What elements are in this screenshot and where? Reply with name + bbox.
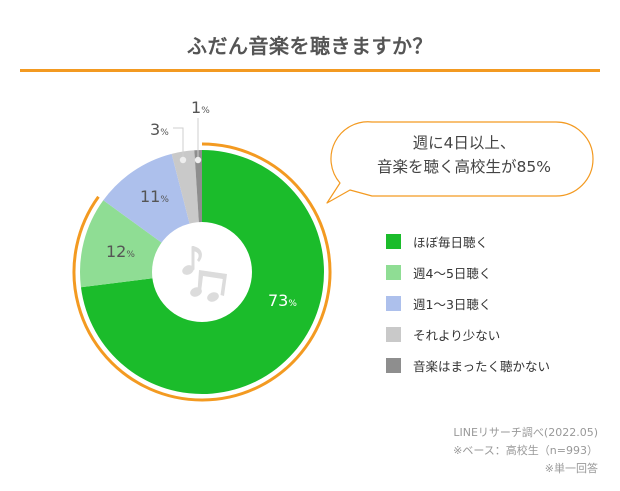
- label-unit: %: [201, 106, 210, 116]
- source-note: LINEリサーチ調べ(2022.05): [453, 426, 598, 439]
- legend-label: 音楽はまったく聴かない: [413, 359, 551, 374]
- title-underline: [20, 69, 600, 72]
- label-value: 3: [150, 120, 161, 139]
- legend: ほぼ毎日聴く 週4〜5日聴く 週1〜3日聴く それより少ない 音楽はまったく聴か…: [386, 226, 550, 381]
- legend-item-4-5-days: 週4〜5日聴く: [386, 257, 550, 288]
- label-value: 11: [140, 187, 161, 206]
- legend-item-daily: ほぼ毎日聴く: [386, 226, 550, 257]
- label-73pct: 73%: [268, 293, 297, 309]
- highlight-arc: [72, 142, 332, 402]
- legend-label: 週1〜3日聴く: [413, 297, 492, 312]
- base-note: ※ベース：高校生（n=993）: [453, 444, 598, 457]
- leader-dot-1pct: [194, 156, 202, 164]
- label-unit: %: [160, 195, 169, 205]
- callout-line-1: 週に4日以上、: [412, 134, 516, 152]
- legend-item-never: 音楽はまったく聴かない: [386, 350, 550, 381]
- legend-label: 週4〜5日聴く: [413, 266, 492, 281]
- legend-swatch: [386, 265, 401, 280]
- legend-swatch: [386, 296, 401, 311]
- label-11pct: 11%: [140, 189, 169, 205]
- legend-label: ほぼ毎日聴く: [413, 235, 489, 250]
- label-unit: %: [126, 250, 135, 260]
- callout-text: 週に4日以上、 音楽を聴く高校生が85%: [335, 131, 593, 179]
- callout-line-2: 音楽を聴く高校生が85%: [377, 158, 551, 176]
- leader-lines: [173, 118, 199, 160]
- label-3pct: 3%: [150, 122, 169, 138]
- legend-swatch: [386, 234, 401, 249]
- label-unit: %: [160, 128, 169, 138]
- legend-swatch: [386, 358, 401, 373]
- label-12pct: 12%: [106, 244, 135, 260]
- leader-dot-3pct: [179, 156, 187, 164]
- label-unit: %: [288, 299, 297, 309]
- legend-label: それより少ない: [413, 328, 501, 343]
- label-value: 1: [191, 98, 202, 117]
- callout-bubble: [326, 121, 594, 204]
- chart-title: ふだん音楽を聴きますか？: [187, 34, 433, 58]
- label-1pct: 1%: [191, 100, 210, 116]
- legend-swatch: [386, 327, 401, 342]
- label-value: 12: [106, 242, 127, 261]
- leader-line-3pct: [173, 127, 184, 160]
- label-value: 73: [268, 291, 289, 310]
- music-notes-icon: [182, 246, 227, 302]
- legend-item-1-3-days: 週1〜3日聴く: [386, 288, 550, 319]
- answer-type-note: ※単一回答: [544, 462, 598, 475]
- source-notes: LINEリサーチ調べ(2022.05) ※ベース：高校生（n=993） ※単一回…: [453, 424, 598, 478]
- legend-item-less: それより少ない: [386, 319, 550, 350]
